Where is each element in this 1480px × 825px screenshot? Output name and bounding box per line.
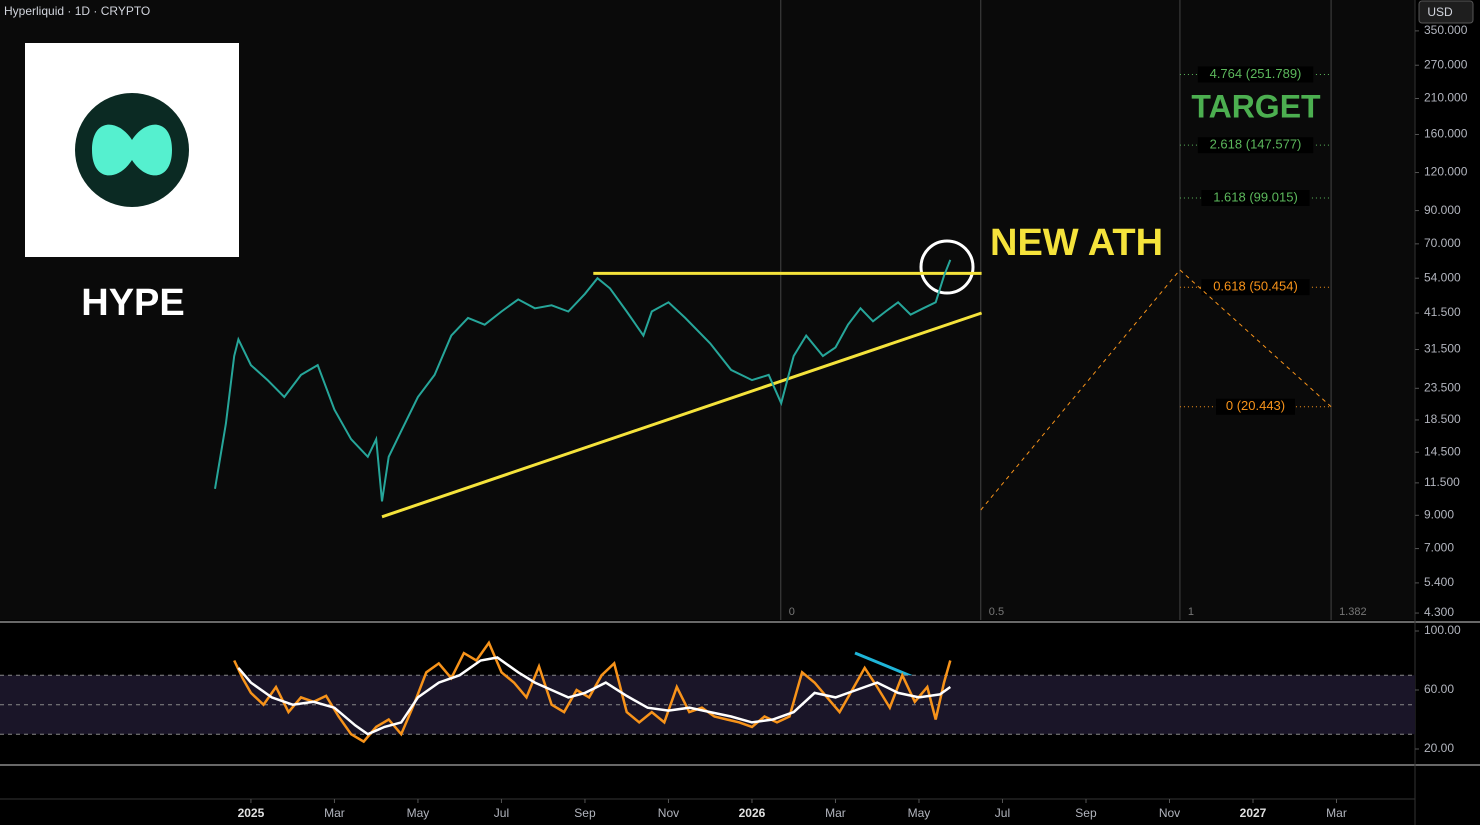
x-tick-label: Nov [1159, 806, 1180, 820]
time-zone-label: 0 [789, 606, 795, 618]
x-tick-label: May [908, 806, 931, 820]
y-tick-label: 160.000 [1424, 127, 1468, 141]
ticker-label: HYPE [81, 282, 184, 324]
y-tick-label: 14.500 [1424, 444, 1461, 458]
x-tick-label: 2027 [1240, 806, 1267, 820]
series-line [237, 656, 952, 736]
fib-label: 1.618 (99.015) [1213, 189, 1298, 204]
currency[interactable]: USD [1427, 5, 1453, 19]
symbol-title: Hyperliquid · 1D · CRYPTO [4, 4, 150, 18]
y-tick-label: 18.500 [1424, 412, 1461, 426]
y-tick-label: 90.000 [1424, 203, 1461, 217]
trendline [381, 311, 983, 519]
y-tick-label: 120.000 [1424, 165, 1468, 179]
y-tick-label: 20.00 [1424, 741, 1454, 755]
y-tick-label: 54.000 [1424, 270, 1461, 284]
fib-label: 0 (20.443) [1226, 398, 1285, 413]
fib-label-bg [1216, 398, 1296, 415]
y-tick-label: 5.400 [1424, 575, 1454, 589]
y-tick-label: 9.000 [1424, 507, 1454, 521]
y-tick-label: 41.500 [1424, 305, 1461, 319]
fib-label-bg [1201, 279, 1310, 296]
x-tick-label: Jul [494, 806, 509, 820]
x-tick-label: Mar [324, 806, 345, 820]
fib-label: 2.618 (147.577) [1210, 137, 1302, 152]
series-line [233, 640, 952, 744]
y-tick-label: 350.000 [1424, 23, 1468, 37]
fib-label-bg [1197, 137, 1314, 154]
x-tick-label: May [407, 806, 430, 820]
price-line [214, 259, 952, 502]
x-tick-label: Jul [995, 806, 1010, 820]
fib-label: 0.618 (50.454) [1213, 279, 1298, 294]
target-label: TARGET [1191, 88, 1321, 124]
y-tick-label: 210.000 [1424, 91, 1468, 105]
x-tick-label: Sep [1075, 806, 1097, 820]
y-tick-label: 270.000 [1424, 57, 1468, 71]
fib-label: 4.764 (251.789) [1210, 66, 1302, 81]
y-tick-label: 100.00 [1424, 623, 1461, 637]
ath-circle [919, 239, 975, 295]
logo-mark [92, 124, 172, 176]
time-zone-label: 0.5 [989, 606, 1004, 618]
y-tick-label: 23.500 [1424, 380, 1461, 394]
x-tick-label: 2026 [739, 806, 766, 820]
y-tick-label: 11.500 [1424, 475, 1460, 489]
currency-button[interactable] [1418, 0, 1474, 24]
x-tick-label: Sep [574, 806, 596, 820]
x-tick-label: 2025 [238, 806, 265, 820]
time-zone-label: 1.382 [1339, 606, 1367, 618]
x-tick-label: Mar [825, 806, 846, 820]
y-tick-label: 70.000 [1424, 236, 1461, 250]
ath-label: NEW ATH [990, 222, 1163, 264]
fib-label-bg [1197, 66, 1314, 83]
x-tick-label: Nov [658, 806, 679, 820]
y-tick-label: 7.000 [1424, 541, 1454, 555]
y-tick-label: 4.300 [1424, 605, 1454, 619]
time-zone-label: 1 [1188, 606, 1194, 618]
fib-label-bg [1201, 189, 1310, 206]
y-tick-label: 31.500 [1424, 342, 1461, 356]
x-tick-label: Mar [1326, 806, 1347, 820]
y-tick-label: 60.00 [1424, 682, 1454, 696]
